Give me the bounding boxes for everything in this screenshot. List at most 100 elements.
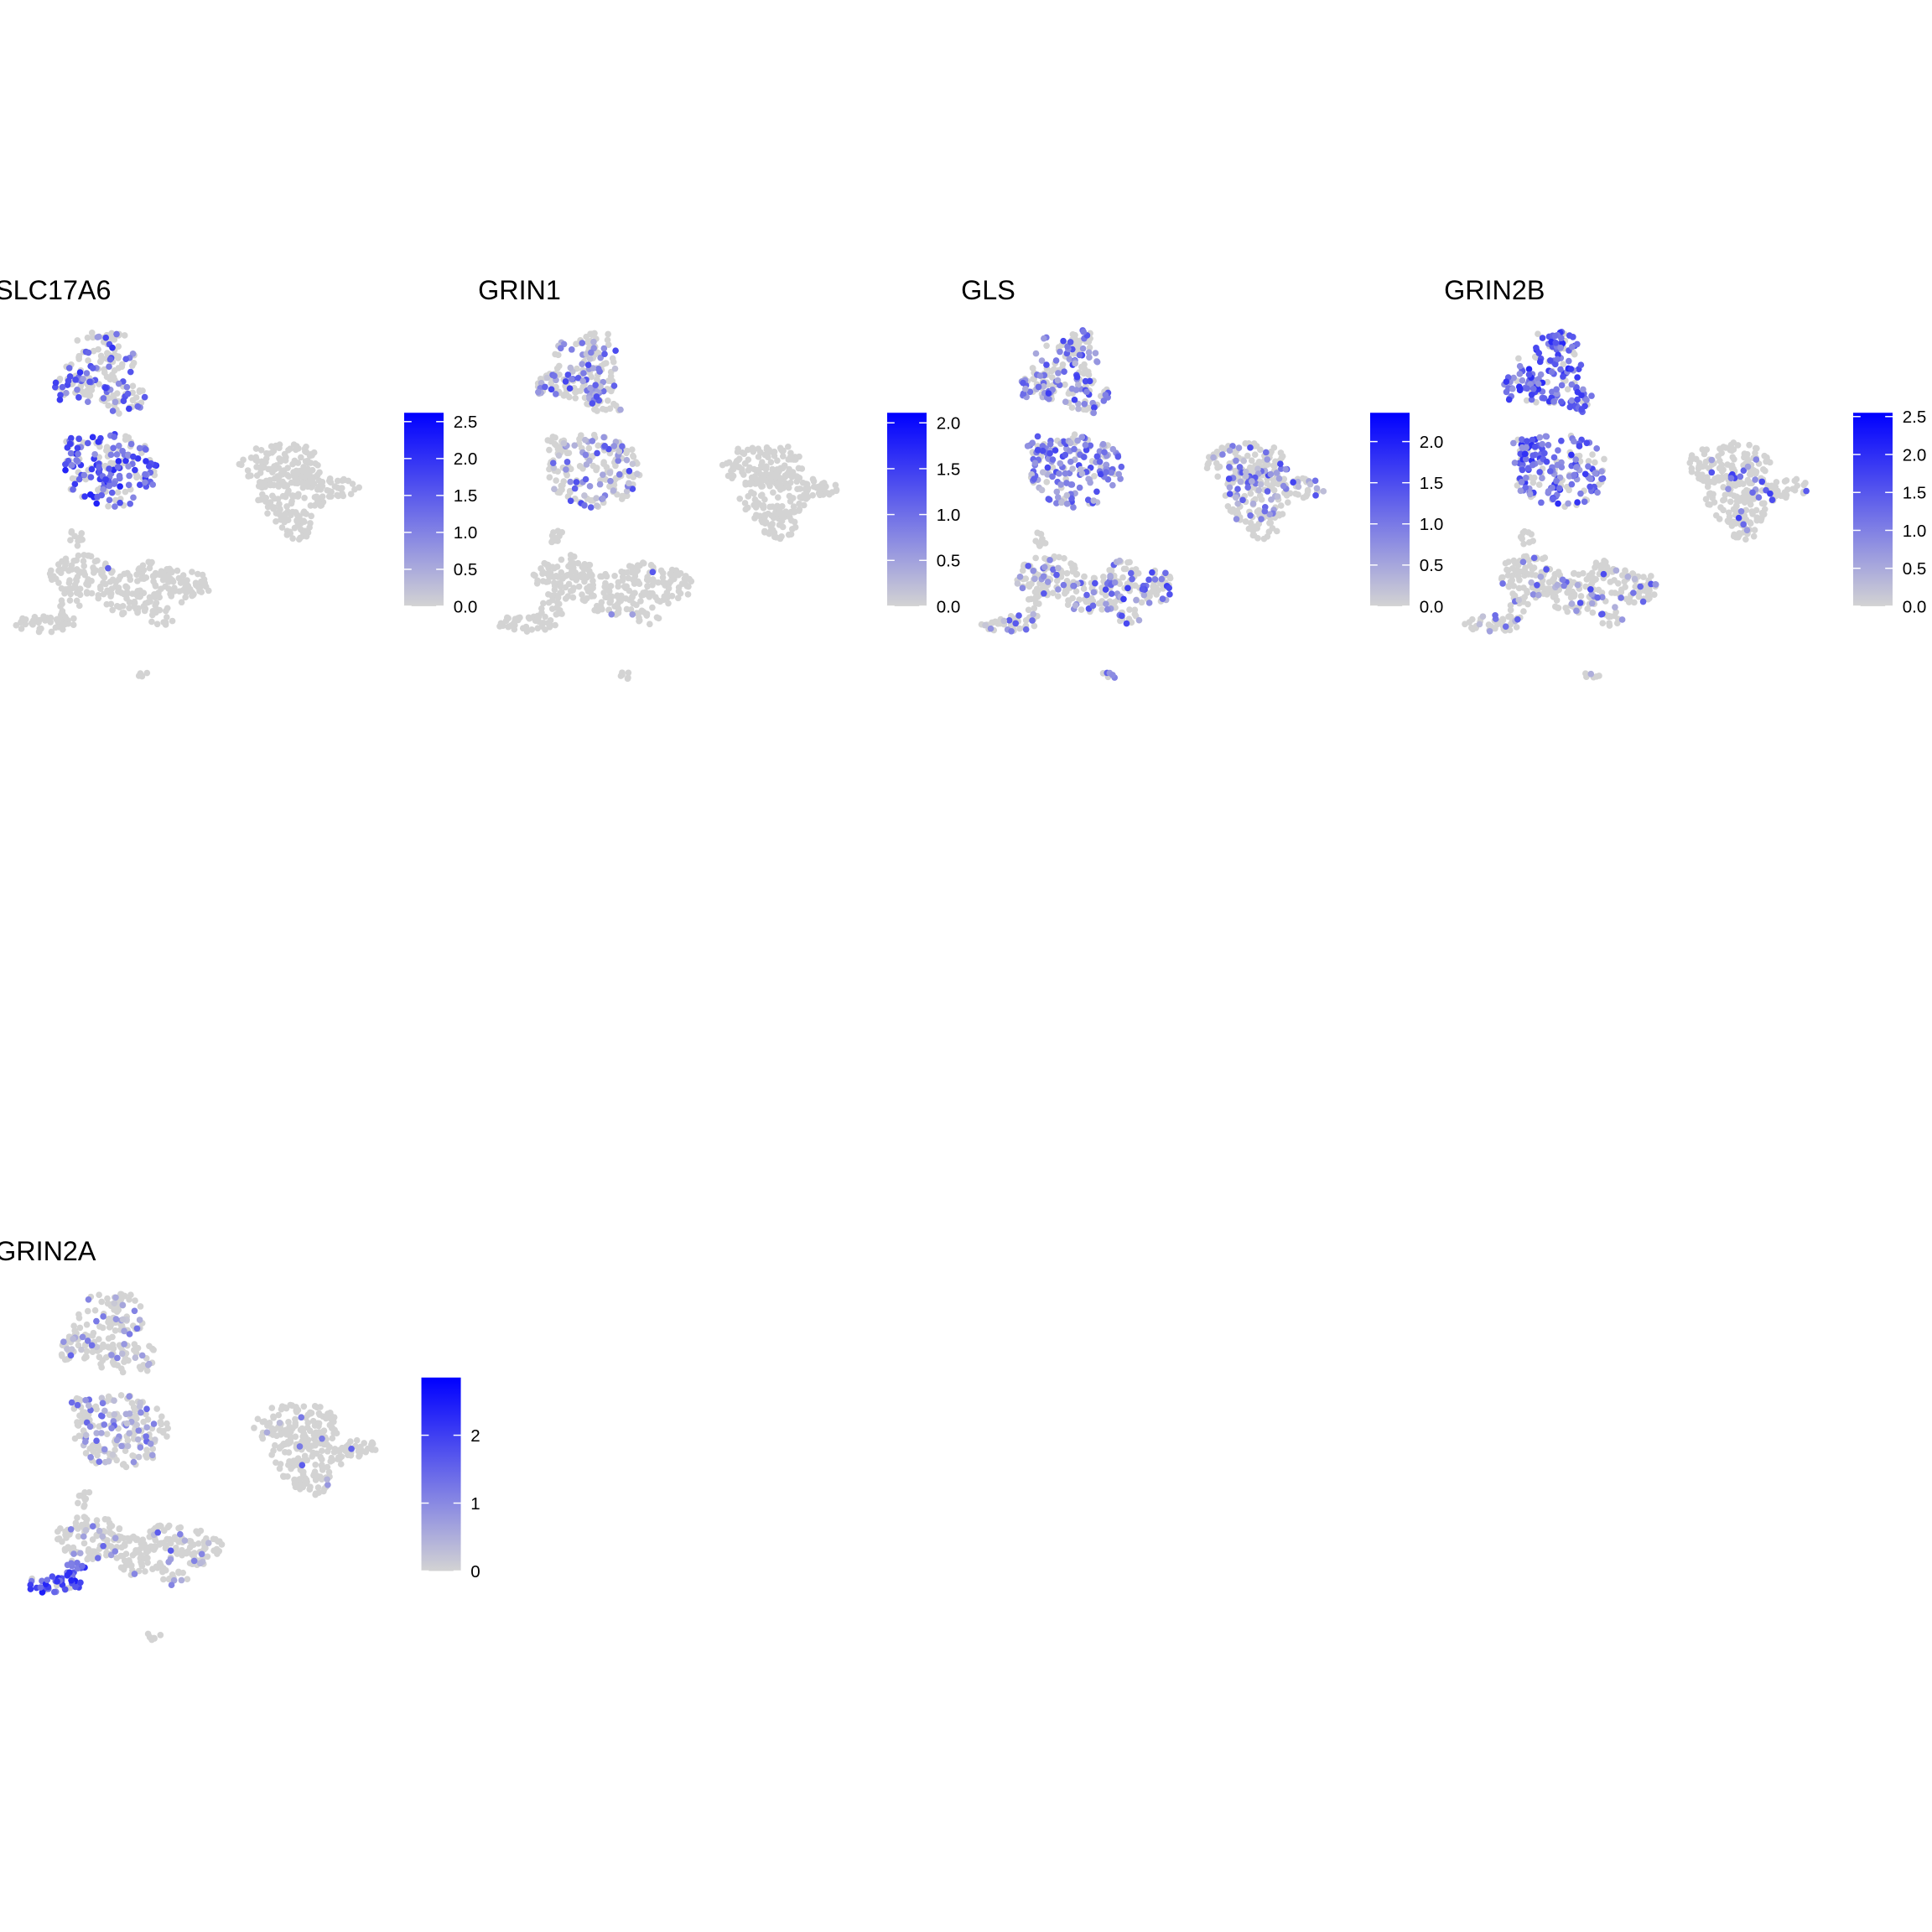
cell-point (265, 450, 272, 457)
cell-point (298, 454, 304, 461)
cell-point (85, 552, 92, 559)
cell-point (252, 455, 260, 462)
cell-point (293, 1482, 301, 1489)
cell-point (576, 435, 583, 443)
cell-point (1268, 496, 1275, 503)
cell-point (1093, 453, 1101, 460)
cell-point (273, 510, 280, 517)
cell-point (593, 495, 600, 501)
cell-point (59, 1538, 65, 1545)
cell-point (1109, 481, 1116, 489)
cell-point (602, 360, 610, 366)
cell-point (1571, 351, 1578, 358)
cell-point (1019, 584, 1026, 592)
cell-point (1036, 600, 1042, 607)
cell-point (555, 610, 563, 617)
cell-point (275, 1411, 283, 1419)
cell-point (589, 400, 596, 407)
cell-point (1264, 488, 1271, 495)
cell-point (87, 474, 95, 480)
cell-point (143, 1367, 151, 1374)
cell-point (1046, 395, 1052, 402)
cell-point (1254, 508, 1261, 516)
cell-point (1080, 329, 1088, 335)
cell-point (117, 499, 123, 506)
cell-point (150, 1347, 157, 1353)
cell-point (300, 1431, 308, 1438)
cell-point (138, 1365, 144, 1373)
cell-point (97, 568, 105, 575)
cell-point (768, 470, 775, 478)
cell-point (60, 1338, 67, 1345)
cell-point (116, 1524, 123, 1532)
cell-point (1581, 670, 1589, 677)
cell-point (147, 1441, 154, 1447)
cell-point (315, 483, 323, 491)
cell-point (82, 1353, 89, 1360)
cell-point (1031, 575, 1038, 583)
cell-point (289, 508, 296, 516)
cell-point (1247, 444, 1254, 451)
cell-point (1249, 500, 1257, 507)
cell-point (1092, 579, 1098, 587)
cell-point (1267, 519, 1275, 527)
cell-point (1067, 458, 1074, 465)
panel-title: GRIN2B (1444, 275, 1545, 305)
cell-point (787, 498, 794, 505)
cell-point (1232, 494, 1239, 501)
cell-point (1067, 439, 1074, 447)
cell-point (74, 542, 81, 549)
cell-point (1519, 466, 1526, 474)
cell-point (567, 364, 574, 371)
cell-point (273, 518, 279, 525)
cell-point (299, 479, 306, 486)
cell-point (118, 1442, 125, 1450)
cell-point (128, 362, 136, 369)
cell-point (175, 1570, 183, 1576)
cell-point (1562, 605, 1569, 611)
cell-point (82, 1431, 90, 1439)
cell-point (1592, 459, 1598, 466)
cell-point (145, 463, 153, 470)
cell-point (1708, 456, 1716, 464)
cell-point (154, 1529, 162, 1536)
cell-point (1086, 354, 1093, 361)
cell-point (1052, 357, 1060, 364)
cell-point (1540, 395, 1548, 402)
cell-point (763, 463, 770, 470)
cell-point (101, 1407, 108, 1415)
cell-point (1016, 625, 1023, 632)
cell-point (1600, 570, 1607, 578)
cell-point (1550, 398, 1557, 405)
colorbar-tick-label: 1.5 (454, 486, 478, 506)
cell-point (117, 483, 123, 490)
cell-point (1589, 451, 1596, 458)
cell-point (746, 464, 753, 471)
cell-point (94, 334, 101, 340)
cell-point (1516, 576, 1523, 584)
colorbar-tick-label: 1.0 (937, 506, 961, 525)
cell-point (102, 476, 109, 483)
cell-point (98, 1430, 105, 1436)
cell-point (556, 371, 563, 378)
cell-point (179, 578, 187, 585)
cell-point (115, 380, 122, 387)
cell-point (144, 599, 152, 606)
cell-point (1737, 507, 1745, 515)
cell-point (1240, 457, 1248, 465)
cell-point (1622, 567, 1628, 574)
colorbar-tick-label: 2.0 (1420, 433, 1444, 452)
cell-point (1567, 366, 1575, 372)
cell-point (776, 507, 783, 515)
cell-point (96, 1353, 103, 1361)
colorbar-tick-label: 0.0 (1903, 597, 1927, 616)
cell-point (657, 567, 665, 574)
cell-point (1030, 567, 1037, 574)
cell-point (639, 559, 647, 566)
cell-point (1553, 597, 1561, 604)
cell-point (143, 1405, 150, 1413)
cell-point (1304, 486, 1311, 494)
cell-point (106, 363, 112, 370)
cell-point (311, 494, 319, 501)
cell-point (1746, 480, 1753, 486)
